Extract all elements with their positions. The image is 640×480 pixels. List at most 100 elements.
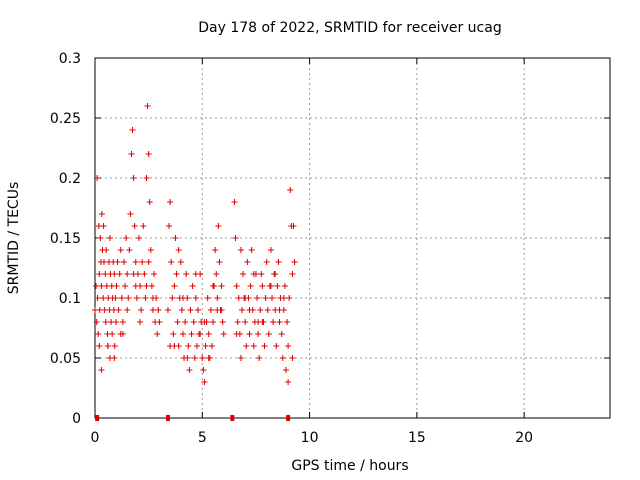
x-tick-labels: 0 5 10 15 20 bbox=[91, 430, 534, 446]
data-point bbox=[185, 343, 192, 349]
data-point bbox=[95, 331, 102, 337]
data-point bbox=[117, 247, 124, 253]
data-point bbox=[279, 355, 286, 361]
data-point bbox=[290, 223, 297, 229]
data-point bbox=[208, 343, 215, 349]
data-point bbox=[240, 271, 247, 277]
x-axis-label: GPS time / hours bbox=[291, 458, 408, 474]
data-point bbox=[93, 283, 100, 289]
y-tick-label: 0.05 bbox=[50, 351, 81, 367]
data-point bbox=[166, 223, 173, 229]
data-point bbox=[193, 343, 200, 349]
data-point bbox=[144, 103, 151, 109]
data-point bbox=[265, 331, 272, 337]
data-point bbox=[237, 247, 244, 253]
data-point bbox=[124, 307, 131, 313]
data-point bbox=[250, 271, 257, 277]
zero-marker bbox=[230, 415, 235, 421]
data-point bbox=[155, 307, 162, 313]
data-point bbox=[205, 331, 212, 337]
data-point bbox=[287, 187, 294, 193]
data-point bbox=[179, 295, 186, 301]
data-point bbox=[232, 235, 239, 241]
data-point bbox=[139, 259, 146, 265]
data-point bbox=[113, 283, 120, 289]
data-point bbox=[132, 259, 139, 265]
data-point bbox=[204, 295, 211, 301]
data-point bbox=[213, 271, 220, 277]
data-point bbox=[289, 271, 296, 277]
data-point bbox=[264, 307, 271, 313]
data-point bbox=[210, 319, 217, 325]
data-point bbox=[220, 331, 227, 337]
data-point bbox=[93, 319, 100, 325]
data-point bbox=[258, 271, 265, 277]
data-point bbox=[126, 247, 133, 253]
data-point bbox=[154, 331, 161, 337]
data-point bbox=[96, 343, 103, 349]
data-points bbox=[92, 103, 298, 385]
y-tick-label: 0.2 bbox=[59, 171, 81, 187]
data-point bbox=[143, 175, 150, 181]
data-point bbox=[215, 223, 222, 229]
data-point bbox=[214, 307, 221, 313]
data-point bbox=[218, 283, 225, 289]
data-point bbox=[133, 295, 140, 301]
data-point bbox=[171, 343, 178, 349]
data-point bbox=[103, 247, 110, 253]
data-point bbox=[94, 175, 101, 181]
data-point bbox=[131, 223, 138, 229]
axis-ticks bbox=[94, 57, 610, 419]
data-point bbox=[202, 343, 209, 349]
data-point bbox=[270, 319, 277, 325]
data-point bbox=[244, 259, 251, 265]
data-point bbox=[267, 283, 274, 289]
data-point bbox=[118, 295, 125, 301]
data-point bbox=[289, 355, 296, 361]
data-point bbox=[276, 319, 283, 325]
data-point bbox=[115, 307, 122, 313]
data-point bbox=[200, 367, 207, 373]
data-point bbox=[120, 259, 127, 265]
data-point bbox=[273, 343, 280, 349]
data-point bbox=[233, 283, 240, 289]
data-point bbox=[237, 355, 244, 361]
data-point bbox=[173, 271, 180, 277]
data-point bbox=[174, 319, 181, 325]
data-point bbox=[156, 319, 163, 325]
data-point bbox=[201, 379, 208, 385]
data-point bbox=[212, 247, 219, 253]
y-axis-label: SRMTID / TECUs bbox=[6, 182, 22, 295]
data-point bbox=[178, 307, 185, 313]
data-point bbox=[109, 331, 116, 337]
data-point bbox=[242, 295, 249, 301]
data-point bbox=[282, 367, 289, 373]
data-point bbox=[124, 271, 131, 277]
data-point bbox=[274, 283, 281, 289]
data-point bbox=[171, 283, 178, 289]
data-point bbox=[242, 319, 249, 325]
data-point bbox=[138, 307, 145, 313]
data-point bbox=[182, 319, 189, 325]
data-point bbox=[189, 283, 196, 289]
data-point bbox=[207, 307, 214, 313]
chart-title: Day 178 of 2022, SRMTID for receiver uca… bbox=[198, 20, 501, 36]
data-point bbox=[216, 259, 223, 265]
data-point bbox=[140, 223, 147, 229]
data-point bbox=[132, 283, 139, 289]
data-point bbox=[98, 211, 105, 217]
data-point bbox=[256, 355, 263, 361]
data-point bbox=[127, 211, 134, 217]
data-point bbox=[197, 331, 204, 337]
data-point bbox=[113, 319, 120, 325]
data-point bbox=[250, 343, 257, 349]
data-point bbox=[146, 199, 153, 205]
data-point bbox=[233, 331, 240, 337]
zero-marker bbox=[95, 415, 100, 421]
data-point bbox=[285, 379, 292, 385]
data-point bbox=[142, 295, 149, 301]
data-point bbox=[214, 295, 221, 301]
y-tick-label: 0 bbox=[72, 411, 81, 427]
data-point bbox=[119, 319, 126, 325]
